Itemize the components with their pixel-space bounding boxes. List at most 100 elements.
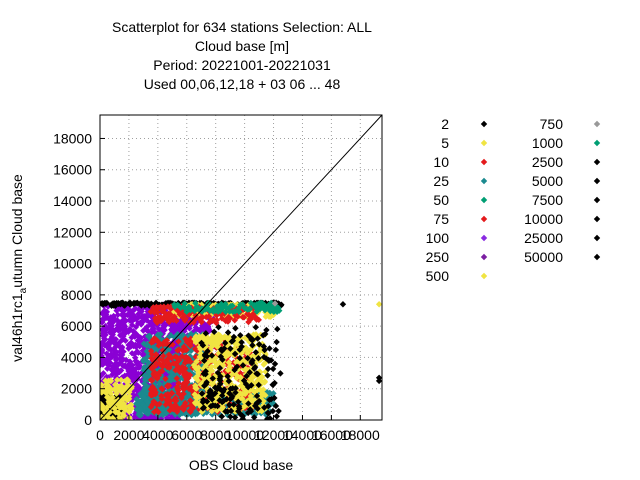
scatter-point (224, 373, 231, 380)
x-tick-label: 2000 (113, 427, 144, 443)
scatter-point (211, 358, 218, 366)
y-axis-label-rest: utumn Cloud base (9, 174, 25, 288)
scatter-point (172, 366, 179, 374)
scatter-point (168, 390, 176, 397)
scatter-point (173, 383, 181, 391)
scatter-point (227, 345, 234, 352)
scatter-point (155, 313, 162, 321)
scatter-point (271, 300, 279, 307)
legend-marker (480, 158, 488, 166)
scatter-point (209, 390, 216, 398)
scatter-point (156, 380, 163, 387)
scatter-point (152, 362, 159, 370)
scatter-point (100, 373, 104, 380)
scatter-point (213, 316, 221, 324)
scatter-point (125, 345, 132, 352)
scatter-point (232, 385, 239, 392)
scatter-point (216, 364, 224, 372)
scatter-point (101, 336, 109, 343)
scatter-point (148, 351, 156, 358)
scatter-point (202, 368, 209, 375)
scatter-point (178, 394, 185, 402)
scatter-point (249, 313, 257, 320)
scatter-point (248, 353, 256, 360)
scatter-point (111, 386, 119, 394)
scatter-point (218, 347, 226, 355)
scatter-point (196, 315, 203, 322)
scatter-point (197, 345, 204, 353)
scatter-point (237, 374, 244, 381)
y-tick-label: 10000 (53, 256, 92, 272)
scatter-point (192, 324, 199, 331)
scatter-point (231, 317, 238, 324)
scatter-point (128, 334, 135, 341)
scatter-point (166, 407, 173, 414)
scatter-point (140, 353, 148, 360)
legend-label: 5000 (532, 173, 563, 189)
scatter-point (122, 403, 129, 410)
scatter-point (129, 365, 136, 373)
scatter-point (244, 409, 252, 417)
scatter-point (261, 379, 268, 386)
scatter-point (127, 397, 135, 405)
scatter-point (275, 304, 282, 312)
scatter-point (190, 361, 198, 369)
scatter-point (221, 345, 228, 352)
scatter-point (157, 331, 164, 338)
scatter-point (145, 350, 152, 358)
scatter-point (182, 373, 189, 381)
scatter-point (130, 328, 137, 335)
scatter-point (213, 335, 220, 342)
scatter-point (160, 303, 167, 310)
scatter-point (162, 375, 169, 382)
scatter-point (108, 325, 116, 333)
scatter-point (110, 302, 117, 309)
scatter-point (171, 330, 178, 337)
scatter-point (135, 349, 142, 356)
scatter-point (177, 304, 184, 311)
scatter-point (141, 408, 149, 416)
scatter-point (100, 339, 106, 346)
chart-title-line-1: Scatterplot for 634 stations Selection: … (112, 19, 372, 35)
scatter-point (203, 379, 210, 386)
scatter-point (101, 329, 109, 337)
scatter-point (107, 377, 115, 385)
scatter-point (264, 409, 272, 417)
scatter-point (100, 394, 105, 402)
scatter-point (103, 380, 110, 388)
scatter-point (100, 358, 106, 366)
scatter-point (220, 386, 228, 393)
scatter-point (192, 382, 199, 389)
scatter-point (233, 374, 240, 382)
scatter-point (114, 322, 122, 329)
scatter-point (148, 385, 155, 392)
scatter-point (255, 316, 262, 324)
scatter-point (132, 341, 139, 348)
scatter-point (173, 369, 180, 377)
scatter-point (208, 407, 215, 415)
scatter-point (215, 323, 222, 331)
scatter-point (201, 352, 209, 360)
scatter-point (237, 335, 244, 342)
scatter-point (116, 359, 124, 366)
scatter-point (218, 413, 225, 420)
scatter-point (112, 409, 119, 416)
scatter-point (199, 308, 206, 315)
scatter-point (203, 398, 211, 405)
scatter-point (155, 342, 162, 349)
scatter-point (104, 343, 111, 350)
legend-marker (480, 120, 488, 128)
scatter-point (172, 394, 179, 402)
scatter-point (226, 390, 233, 397)
scatter-point (260, 343, 268, 350)
scatter-point (269, 407, 277, 415)
scatter-point (231, 345, 238, 352)
scatter-point (221, 333, 228, 340)
scatter-point (262, 392, 269, 399)
legend-label: 1000 (532, 135, 563, 151)
scatter-point (155, 408, 162, 416)
scatter-point (135, 313, 143, 321)
scatter-point (100, 309, 106, 317)
identity-diagonal (99, 114, 383, 421)
scatter-point (132, 384, 139, 391)
